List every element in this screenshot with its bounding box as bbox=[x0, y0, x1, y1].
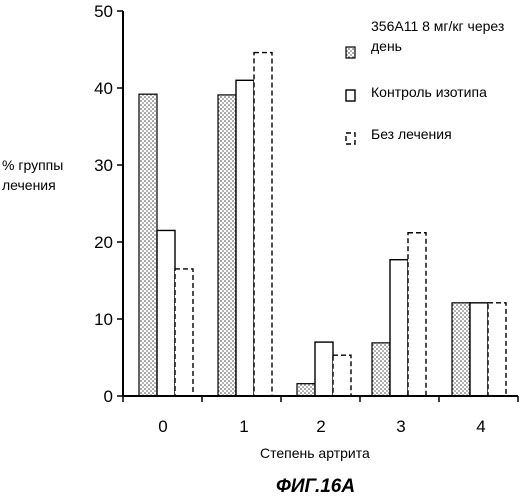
legend-swatch-1 bbox=[346, 47, 355, 58]
x-tick-label-2: 2 bbox=[316, 417, 325, 436]
y-axis-label-line-1: % группы bbox=[2, 157, 63, 173]
bars-layer bbox=[139, 53, 506, 396]
bar-3-category-0 bbox=[175, 269, 193, 396]
bar-3-category-2 bbox=[333, 355, 351, 396]
bar-2-category-1 bbox=[236, 80, 254, 396]
legend: 356А11 8 мг/кг через день Контроль изотипа… bbox=[346, 18, 504, 144]
bar-1-category-4 bbox=[452, 303, 470, 396]
bar-1-category-1 bbox=[218, 95, 236, 396]
bar-3-category-1 bbox=[254, 53, 272, 396]
bar-1-category-0 bbox=[139, 94, 157, 396]
legend-label-3-line-1: Без лечения bbox=[371, 126, 452, 142]
y-tick-label-30: 30 bbox=[94, 156, 113, 175]
legend-label-1-line-2: день bbox=[371, 38, 402, 54]
legend-swatch-3 bbox=[346, 133, 355, 144]
y-tick-label-50: 50 bbox=[94, 2, 113, 21]
bar-2-category-2 bbox=[315, 342, 333, 396]
bar-2-category-4 bbox=[470, 303, 488, 396]
x-tick-label-3: 3 bbox=[396, 417, 405, 436]
bar-2-category-3 bbox=[390, 260, 408, 396]
bar-1-category-3 bbox=[372, 343, 390, 396]
bar-3-category-4 bbox=[488, 303, 506, 396]
legend-swatch-2 bbox=[346, 90, 355, 101]
x-tick-label-4: 4 bbox=[476, 417, 485, 436]
y-axis-label-line-2: лечения bbox=[2, 177, 56, 193]
x-tick-label-0: 0 bbox=[158, 417, 167, 436]
y-tick-label-0: 0 bbox=[104, 387, 113, 406]
bar-2-category-0 bbox=[157, 230, 175, 396]
bar-1-category-2 bbox=[297, 384, 315, 396]
x-axis-label: Степень артрита bbox=[260, 445, 370, 461]
legend-label-1-line-1: 356А11 8 мг/кг через bbox=[371, 18, 504, 34]
y-tick-label-20: 20 bbox=[94, 233, 113, 252]
bar-3-category-3 bbox=[408, 233, 426, 396]
x-tick-label-1: 1 bbox=[239, 417, 248, 436]
y-tick-label-10: 10 bbox=[94, 310, 113, 329]
legend-label-2-line-1: Контроль изотипа bbox=[371, 84, 487, 100]
figure-caption: ФИГ.16А bbox=[276, 476, 355, 497]
y-tick-label-40: 40 bbox=[94, 79, 113, 98]
